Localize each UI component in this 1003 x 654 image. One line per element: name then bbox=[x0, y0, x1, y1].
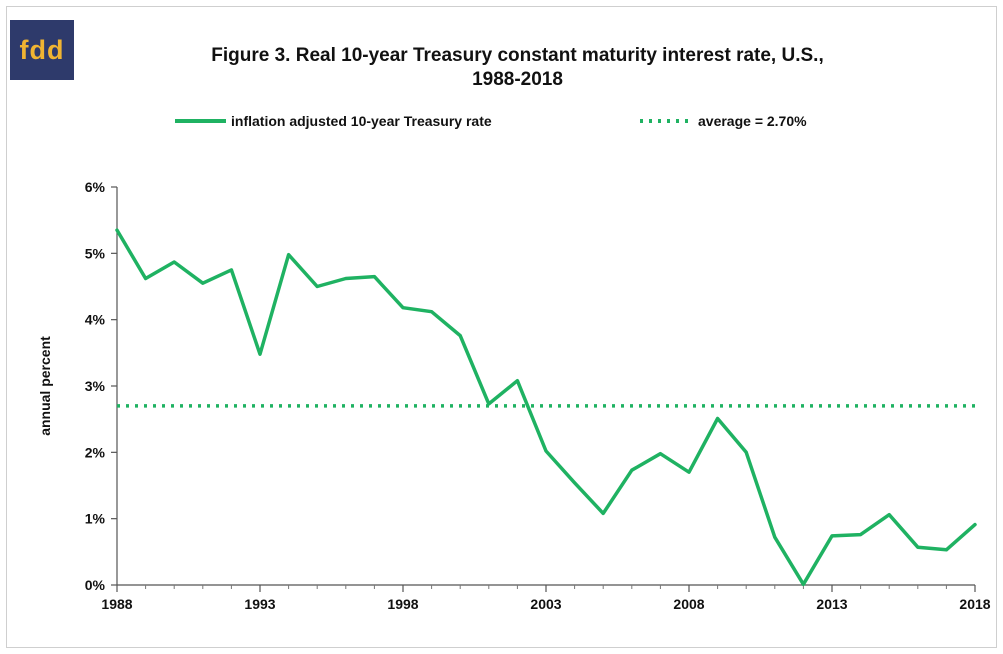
rate-data-point bbox=[687, 471, 690, 474]
y-tick-label: 4% bbox=[85, 312, 106, 328]
rate-data-point bbox=[544, 449, 547, 452]
rate-data-point bbox=[573, 481, 576, 484]
rate-data-point bbox=[916, 546, 919, 549]
rate-data-point bbox=[287, 253, 290, 256]
x-tick-label: 2008 bbox=[673, 596, 704, 612]
rate-data-point bbox=[373, 275, 376, 278]
x-tick-label: 2003 bbox=[530, 596, 561, 612]
rate-data-point bbox=[830, 534, 833, 537]
rate-data-point bbox=[144, 277, 147, 280]
rate-data-point bbox=[516, 379, 519, 382]
rate-data-point bbox=[459, 334, 462, 337]
rate-data-point bbox=[430, 310, 433, 313]
rate-data-point bbox=[773, 536, 776, 539]
rate-data-point bbox=[630, 469, 633, 472]
x-tick-label: 1998 bbox=[387, 596, 418, 612]
rate-data-point bbox=[602, 512, 605, 515]
y-tick-label: 0% bbox=[85, 577, 106, 593]
rate-data-point bbox=[201, 282, 204, 285]
y-tick-label: 6% bbox=[85, 179, 106, 195]
rate-data-point bbox=[973, 523, 976, 526]
x-tick-label: 2018 bbox=[959, 596, 990, 612]
rate-data-point bbox=[173, 260, 176, 263]
chart-title-line-2: 1988-2018 bbox=[472, 69, 563, 90]
chart-frame bbox=[6, 6, 997, 648]
rate-series-line bbox=[115, 228, 977, 587]
rate-data-point bbox=[888, 513, 891, 516]
rate-data-point bbox=[716, 417, 719, 420]
rate-data-point bbox=[945, 548, 948, 551]
legend-label-average: average = 2.70% bbox=[698, 113, 807, 129]
rate-data-point bbox=[659, 452, 662, 455]
y-tick-label: 1% bbox=[85, 511, 106, 527]
rate-data-point bbox=[401, 306, 404, 309]
fdd-logo: fdd bbox=[10, 20, 74, 80]
chart-title-line-1: Figure 3. Real 10-year Treasury constant… bbox=[211, 45, 824, 66]
rate-data-point bbox=[344, 277, 347, 280]
y-tick-label: 5% bbox=[85, 245, 106, 261]
rate-data-point bbox=[745, 451, 748, 454]
rate-data-point bbox=[115, 229, 118, 232]
x-tick-label: 1988 bbox=[101, 596, 132, 612]
y-tick-label: 2% bbox=[85, 444, 106, 460]
y-axis-label: annual percent bbox=[37, 336, 53, 436]
x-tick-label: 1993 bbox=[244, 596, 275, 612]
rate-data-point bbox=[859, 533, 862, 536]
rate-data-point bbox=[487, 402, 490, 405]
rate-data-point bbox=[230, 268, 233, 271]
y-tick-label: 3% bbox=[85, 378, 106, 394]
x-tick-label: 2013 bbox=[816, 596, 847, 612]
rate-data-point bbox=[258, 353, 261, 356]
legend-label-rate: inflation adjusted 10-year Treasury rate bbox=[231, 113, 492, 129]
rate-data-point bbox=[316, 285, 319, 288]
rate-data-point bbox=[802, 583, 805, 586]
